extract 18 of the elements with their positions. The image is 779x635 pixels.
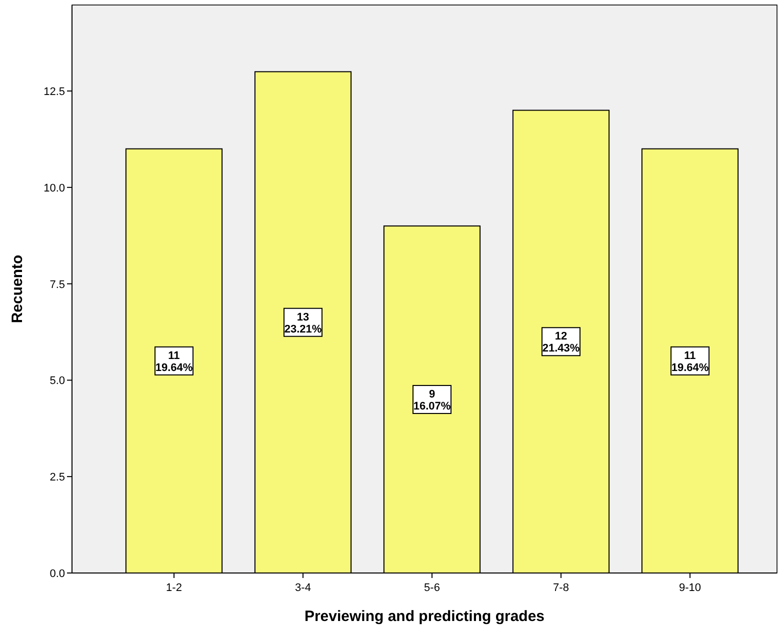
data-label: 13 23.21% <box>284 311 322 336</box>
x-tick-label: 9-10 <box>678 582 702 594</box>
x-tick-label: 3-4 <box>295 582 311 594</box>
data-label: 11 19.64% <box>155 350 193 374</box>
y-tick-label: 0.0 <box>50 568 65 580</box>
data-label: 12 21.43% <box>542 330 580 355</box>
x-axis-title: Previewing and predicting grades <box>304 608 545 625</box>
y-tick-label: 10.0 <box>44 182 65 194</box>
y-tick-label: 12.5 <box>44 86 65 98</box>
y-tick-label: 5.0 <box>50 375 65 388</box>
y-tick-label: 7.5 <box>50 278 65 291</box>
x-tick-label: 1-2 <box>166 582 182 594</box>
data-label: 9 16.07% <box>413 388 451 412</box>
x-tick-label: 7-8 <box>553 582 569 594</box>
y-axis-title: Recuento <box>9 254 26 324</box>
y-tick-label: 2.5 <box>50 472 65 484</box>
x-tick-label: 5-6 <box>424 582 440 594</box>
data-label: 11 19.64% <box>671 350 709 374</box>
